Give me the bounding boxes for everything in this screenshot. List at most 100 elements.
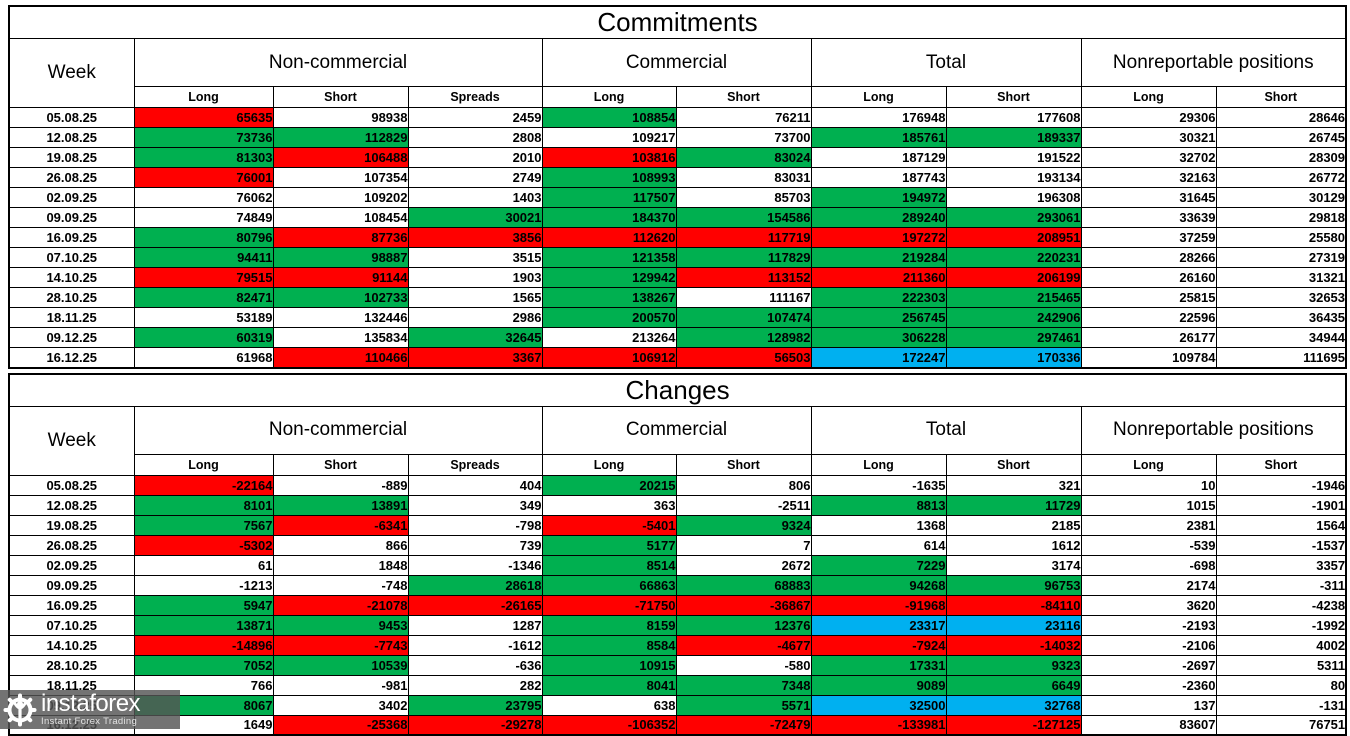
value-cell: -4238 — [1216, 595, 1346, 615]
value-cell: -25368 — [273, 715, 408, 735]
value-cell: 107474 — [676, 308, 811, 328]
value-cell: 1368 — [811, 515, 946, 535]
value-cell: 56503 — [676, 348, 811, 368]
value-cell: -72479 — [676, 715, 811, 735]
value-cell: -29278 — [408, 715, 542, 735]
value-cell: 8584 — [542, 635, 676, 655]
value-cell: 31645 — [1081, 188, 1216, 208]
value-cell: 87736 — [273, 228, 408, 248]
value-cell: 117829 — [676, 248, 811, 268]
week-cell: 02.09.25 — [9, 555, 134, 575]
week-cell: 09.12.25 — [9, 328, 134, 348]
value-cell: 81303 — [134, 148, 273, 168]
value-cell: 31321 — [1216, 268, 1346, 288]
value-cell: 138267 — [542, 288, 676, 308]
value-cell: 83607 — [1081, 715, 1216, 735]
sub-header: Long — [542, 87, 676, 108]
sub-header: Short — [273, 454, 408, 475]
value-cell: -1992 — [1216, 615, 1346, 635]
value-cell: -539 — [1081, 535, 1216, 555]
value-cell: 28618 — [408, 575, 542, 595]
value-cell: 79515 — [134, 268, 273, 288]
value-cell: 94268 — [811, 575, 946, 595]
value-cell: 25580 — [1216, 228, 1346, 248]
value-cell: 117507 — [542, 188, 676, 208]
week-column-header: Week — [9, 406, 134, 475]
week-cell: 02.09.25 — [9, 188, 134, 208]
week-cell: 12.08.25 — [9, 495, 134, 515]
value-cell: 222303 — [811, 288, 946, 308]
value-cell: 196308 — [946, 188, 1081, 208]
value-cell: -2193 — [1081, 615, 1216, 635]
value-cell: -748 — [273, 575, 408, 595]
value-cell: 108854 — [542, 108, 676, 128]
value-cell: 103816 — [542, 148, 676, 168]
value-cell: 132446 — [273, 308, 408, 328]
value-cell: 293061 — [946, 208, 1081, 228]
value-cell: 9323 — [946, 655, 1081, 675]
week-cell: 16.09.25 — [9, 228, 134, 248]
value-cell: 3174 — [946, 555, 1081, 575]
value-cell: 220231 — [946, 248, 1081, 268]
value-cell: 2010 — [408, 148, 542, 168]
table-row: 16.12.251649-25368-29278-106352-72479-13… — [9, 715, 1346, 735]
value-cell: -1213 — [134, 575, 273, 595]
week-cell: 14.10.25 — [9, 268, 134, 288]
value-cell: 111695 — [1216, 348, 1346, 368]
group-header: Total — [811, 39, 1081, 87]
value-cell: 121358 — [542, 248, 676, 268]
value-cell: 8514 — [542, 555, 676, 575]
value-cell: 102733 — [273, 288, 408, 308]
value-cell: -2511 — [676, 495, 811, 515]
value-cell: -106352 — [542, 715, 676, 735]
sub-header: Short — [946, 87, 1081, 108]
value-cell: 4002 — [1216, 635, 1346, 655]
value-cell: 60319 — [134, 328, 273, 348]
week-cell: 26.08.25 — [9, 168, 134, 188]
value-cell: 614 — [811, 535, 946, 555]
week-cell: 16.12.25 — [9, 348, 134, 368]
value-cell: 2381 — [1081, 515, 1216, 535]
value-cell: -311 — [1216, 575, 1346, 595]
value-cell: 5571 — [676, 695, 811, 715]
value-cell: 113152 — [676, 268, 811, 288]
value-cell: 128982 — [676, 328, 811, 348]
value-cell: -36867 — [676, 595, 811, 615]
value-cell: -1901 — [1216, 495, 1346, 515]
value-cell: -698 — [1081, 555, 1216, 575]
value-cell: 109202 — [273, 188, 408, 208]
value-cell: 7567 — [134, 515, 273, 535]
week-cell: 12.08.25 — [9, 128, 134, 148]
value-cell: 108454 — [273, 208, 408, 228]
value-cell: 7 — [676, 535, 811, 555]
group-header: Nonreportable positions — [1081, 406, 1346, 454]
value-cell: -1612 — [408, 635, 542, 655]
value-cell: 242906 — [946, 308, 1081, 328]
value-cell: -2106 — [1081, 635, 1216, 655]
value-cell: 80 — [1216, 675, 1346, 695]
value-cell: 1612 — [946, 535, 1081, 555]
value-cell: 22596 — [1081, 308, 1216, 328]
value-cell: 194972 — [811, 188, 946, 208]
week-cell: 07.10.25 — [9, 615, 134, 635]
sub-header: Spreads — [408, 87, 542, 108]
value-cell: 98887 — [273, 248, 408, 268]
value-cell: 3357 — [1216, 555, 1346, 575]
value-cell: 12376 — [676, 615, 811, 635]
value-cell: 112620 — [542, 228, 676, 248]
value-cell: 2808 — [408, 128, 542, 148]
value-cell: 110466 — [273, 348, 408, 368]
value-cell: 177608 — [946, 108, 1081, 128]
value-cell: 76062 — [134, 188, 273, 208]
value-cell: 172247 — [811, 348, 946, 368]
